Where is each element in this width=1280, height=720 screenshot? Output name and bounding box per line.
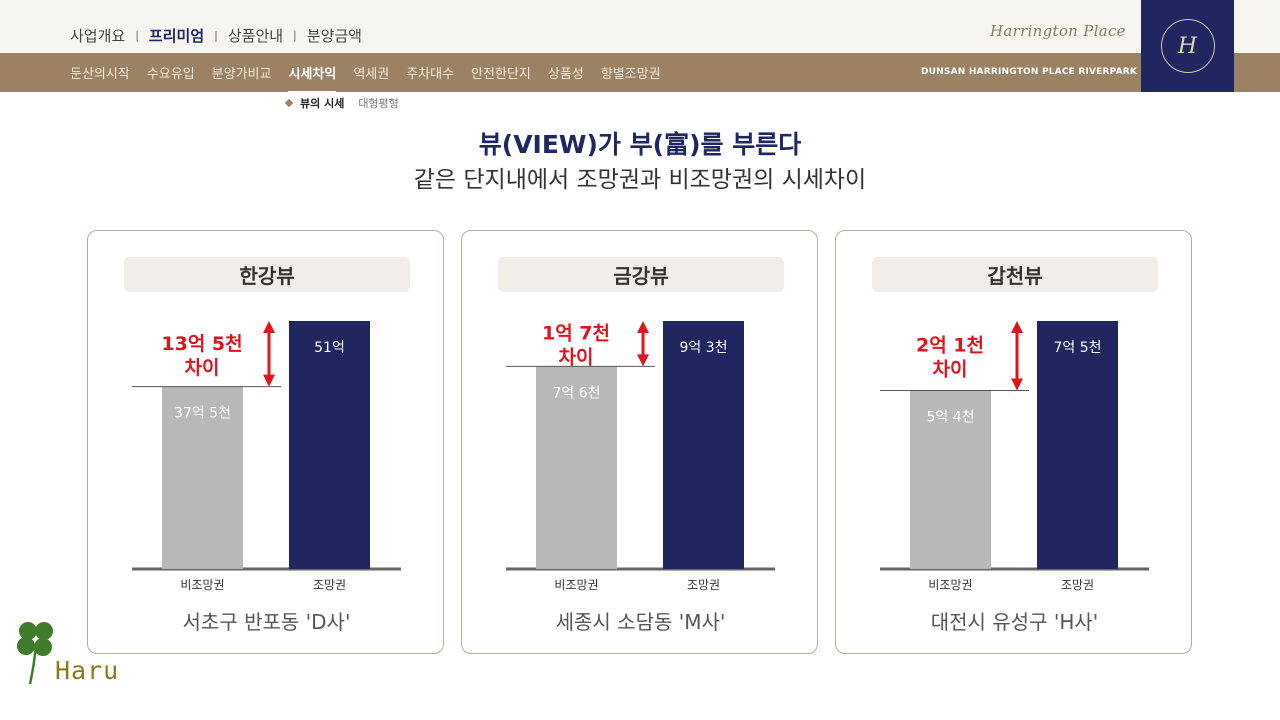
sub-nav-item-safety[interactable]: 안전한단지 [471, 67, 531, 82]
chart-title: 갑천뷰 [872, 257, 1158, 292]
top-nav-item-products[interactable]: 상품안내 [227, 27, 284, 45]
difference-label-suffix: 차이 [559, 347, 594, 369]
clover-icon [17, 622, 53, 685]
category-label: 조망권 [1061, 578, 1094, 592]
chart-bar [910, 390, 991, 569]
category-label: 조망권 [313, 578, 346, 592]
top-nav-separator: | [293, 29, 297, 42]
difference-label: 2억 1천 [916, 335, 984, 357]
chart-bar [289, 321, 370, 569]
chart-location: 서초구 반포동 'D사' [182, 610, 351, 634]
page-subtitle: 같은 단지내에서 조망권과 비조망권의 시세차이 [413, 167, 867, 193]
tertiary-nav: 뷰의 시세 대형평형 [284, 95, 399, 111]
difference-label-suffix: 차이 [185, 357, 220, 379]
category-label: 비조망권 [180, 578, 224, 592]
arrow-head-down [1011, 378, 1023, 391]
bar-value-label: 9억 3천 [679, 340, 727, 356]
sub-nav: 둔산의시작 수요유입 분양가비교 시세차익 역세권 주차대수 안전한단지 상품성… [70, 53, 678, 93]
watermark-text: Haru [55, 656, 120, 685]
chart-bar [663, 321, 744, 569]
monogram-logo-icon: H [1160, 19, 1215, 73]
difference-label-suffix: 차이 [933, 359, 968, 381]
sub-nav-item-view[interactable]: 향별조망권 [600, 67, 661, 82]
sub-nav-item-start[interactable]: 둔산의시작 [70, 67, 130, 82]
logo[interactable]: H [1141, 0, 1234, 92]
category-label: 비조망권 [928, 578, 972, 592]
arrow-head-up [263, 321, 275, 333]
arrow-head-up [637, 321, 649, 333]
diamond-bullet-icon [284, 98, 294, 108]
difference-label: 13억 5천 [161, 333, 242, 355]
bar-value-label: 7억 6천 [552, 385, 600, 401]
sub-nav-item-demand[interactable]: 수요유입 [146, 67, 195, 82]
logo-monogram: H [1177, 33, 1198, 59]
sub-nav-item-parking[interactable]: 주차대수 [406, 67, 455, 82]
arrow-head-up [1011, 321, 1023, 333]
arrow-head-down [263, 374, 275, 387]
top-nav: 사업개요 | 프리미엄 | 상품안내 | 분양금액 [70, 25, 362, 46]
chart-location: 대전시 유성구 'H사' [930, 610, 1099, 634]
sub-nav-item-price-compare[interactable]: 분양가비교 [211, 67, 272, 82]
top-nav-separator: | [214, 29, 218, 42]
category-label: 비조망권 [554, 578, 598, 592]
top-nav-item-price[interactable]: 분양금액 [306, 27, 362, 45]
top-nav-item-overview[interactable]: 사업개요 [70, 27, 126, 45]
top-nav-item-premium[interactable]: 프리미엄 [148, 27, 205, 45]
sub-nav-item-product-quality[interactable]: 상품성 [547, 67, 584, 82]
sub-nav-item-station[interactable]: 역세권 [353, 67, 390, 82]
chart-bar [1037, 321, 1118, 569]
bar-value-label: 37억 5천 [174, 406, 231, 422]
bar-value-label: 7억 5천 [1053, 340, 1101, 356]
sub-nav-item-market-gain[interactable]: 시세차익 [288, 63, 336, 93]
sub-nav-bar: 둔산의시작 수요유입 분양가비교 시세차익 역세권 주차대수 안전한단지 상품성… [0, 53, 1280, 93]
category-label: 조망권 [687, 578, 720, 592]
chart-title: 한강뷰 [124, 257, 410, 292]
top-bar: 사업개요 | 프리미엄 | 상품안내 | 분양금액 Harrington Pla… [0, 0, 1280, 53]
top-nav-separator: | [135, 29, 139, 42]
chart-bar [162, 386, 243, 569]
bar-value-label: 51억 [314, 340, 345, 356]
tab-view-price[interactable]: 뷰의 시세 [300, 97, 345, 110]
arrow-head-down [637, 354, 649, 367]
brand-script-name: Harrington Place [990, 22, 1126, 40]
project-name: DUNSAN HARRINGTON PLACE RIVERPARK [921, 67, 1138, 77]
difference-label: 1억 7천 [542, 323, 610, 345]
chart-title: 금강뷰 [498, 257, 784, 292]
page-title: 뷰(VIEW)가 부(富)를 부른다 [478, 130, 802, 159]
bar-value-label: 5억 4천 [926, 409, 974, 425]
chart-location: 세종시 소담동 'M사' [555, 610, 726, 634]
tab-large-size[interactable]: 대형평형 [358, 97, 399, 110]
chart-bar [536, 366, 617, 569]
